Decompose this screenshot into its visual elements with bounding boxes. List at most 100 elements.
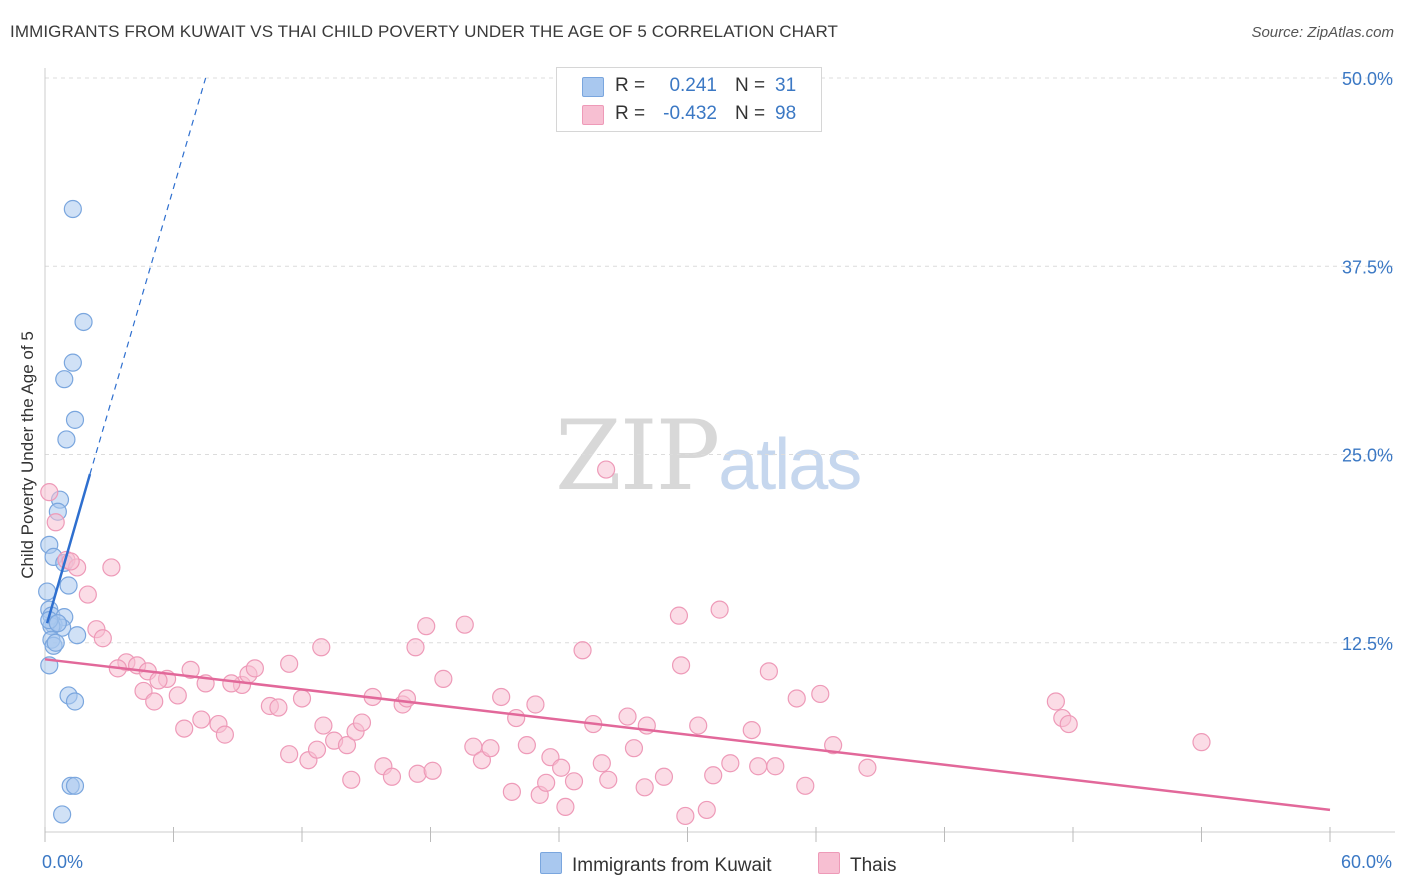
thais-point xyxy=(481,739,500,758)
thais-point xyxy=(689,716,708,735)
kuwait-trend-dashed xyxy=(89,77,207,475)
thais-point xyxy=(168,686,187,705)
thais-point xyxy=(526,695,545,714)
legend-row-kuwait: R = 0.241 N = 31 xyxy=(557,71,821,101)
thais-point xyxy=(517,736,536,755)
correlation-legend: R = 0.241 N = 31 R = -0.432 N = 98 xyxy=(556,67,822,132)
bottom-legend-label-kuwait: Immigrants from Kuwait xyxy=(572,855,772,876)
thais-point xyxy=(145,692,164,711)
kuwait-point xyxy=(65,776,85,795)
thais-point xyxy=(93,629,112,648)
thais-point xyxy=(352,713,372,732)
legend-n-value: 31 xyxy=(775,75,797,96)
thais-point xyxy=(669,606,689,625)
bottom-legend-swatch-thais xyxy=(818,852,840,874)
thais-point xyxy=(618,707,637,726)
thais-point xyxy=(192,710,211,729)
thais-point xyxy=(245,659,264,678)
thais-point xyxy=(787,689,806,708)
y-tick-label: 50.0% xyxy=(1342,69,1393,89)
thais-point xyxy=(222,674,241,693)
thais-point xyxy=(556,797,575,817)
thais-point xyxy=(721,754,740,773)
thais-point xyxy=(337,736,357,755)
thais-point xyxy=(40,483,59,502)
bottom-legend-thais[interactable]: Thais xyxy=(818,852,896,877)
watermark-atlas: atlas xyxy=(718,425,862,505)
source-label: Source: ZipAtlas.com xyxy=(1251,24,1394,41)
chart-title: IMMIGRANTS FROM KUWAIT VS THAI CHILD POV… xyxy=(10,22,838,41)
x-tick-label-right: 60.0% xyxy=(1340,852,1392,872)
thais-point xyxy=(537,773,556,792)
thais-point xyxy=(408,764,427,783)
kuwait-point xyxy=(74,312,93,332)
thais-point xyxy=(314,716,333,735)
thais-point xyxy=(592,754,611,773)
thais-point xyxy=(175,719,194,738)
legend-swatch-thais xyxy=(582,105,604,125)
thais-point xyxy=(858,758,877,777)
kuwait-trend-line xyxy=(45,473,92,624)
kuwait-point xyxy=(53,805,72,824)
thais-point xyxy=(423,761,442,780)
thais-point xyxy=(597,460,616,479)
legend-r-value: 0.241 xyxy=(669,75,717,96)
thais-point xyxy=(382,767,402,786)
kuwait-point xyxy=(46,633,65,652)
thais-point xyxy=(824,736,843,755)
thais-point xyxy=(78,585,97,604)
thais-point xyxy=(507,708,526,728)
watermark: ZIPatlas xyxy=(555,400,862,512)
thais-point xyxy=(1192,733,1211,752)
legend-swatch-kuwait xyxy=(582,77,604,97)
thais-point xyxy=(552,758,571,777)
thais-trend-line xyxy=(44,658,1331,812)
thais-point xyxy=(492,687,511,707)
bottom-legend-swatch-kuwait xyxy=(540,852,562,874)
thais-point xyxy=(676,806,695,826)
thais-point xyxy=(434,669,453,688)
thais-point xyxy=(342,770,361,789)
thais-point xyxy=(671,656,691,675)
kuwait-point xyxy=(68,626,87,645)
thais-point xyxy=(704,766,723,785)
thais-point xyxy=(46,513,65,532)
thais-point xyxy=(654,767,674,786)
y-tick-label: 37.5% xyxy=(1342,257,1393,277)
thais-point xyxy=(766,757,785,776)
thais-point xyxy=(280,654,299,673)
thais-point xyxy=(624,739,644,758)
legend-n-label: N = xyxy=(735,75,766,96)
y-tick-label: 12.5% xyxy=(1342,634,1393,654)
kuwait-point xyxy=(55,370,74,389)
thais-point xyxy=(307,740,327,759)
thais-point xyxy=(599,770,618,789)
thais-point xyxy=(1059,714,1078,734)
kuwait-point xyxy=(65,410,85,429)
legend-r-label: R = xyxy=(615,75,646,96)
thais-point xyxy=(749,757,768,776)
watermark-zip: ZIP xyxy=(555,400,720,512)
kuwait-point xyxy=(59,576,78,595)
thais-point xyxy=(406,638,425,657)
legend-r-value: -0.432 xyxy=(663,103,717,124)
thais-point xyxy=(502,782,521,801)
thais-point xyxy=(1046,692,1065,711)
thais-point xyxy=(181,660,200,679)
thais-point xyxy=(573,641,592,660)
y-tick-label: 25.0% xyxy=(1342,446,1393,466)
thais-point xyxy=(455,615,474,634)
legend-r-label: R = xyxy=(615,103,646,124)
thais-point xyxy=(397,689,417,708)
thais-point xyxy=(215,725,234,744)
thais-point xyxy=(417,617,436,636)
kuwait-point xyxy=(57,430,76,449)
thais-point xyxy=(280,745,299,764)
kuwait-point xyxy=(48,614,67,633)
thais-point xyxy=(742,720,761,740)
kuwait-point xyxy=(63,353,82,372)
bottom-legend-kuwait[interactable]: Immigrants from Kuwait xyxy=(540,852,772,877)
thais-point xyxy=(292,689,312,708)
bottom-legend-label-thais: Thais xyxy=(850,855,897,876)
thais-point xyxy=(759,662,778,681)
